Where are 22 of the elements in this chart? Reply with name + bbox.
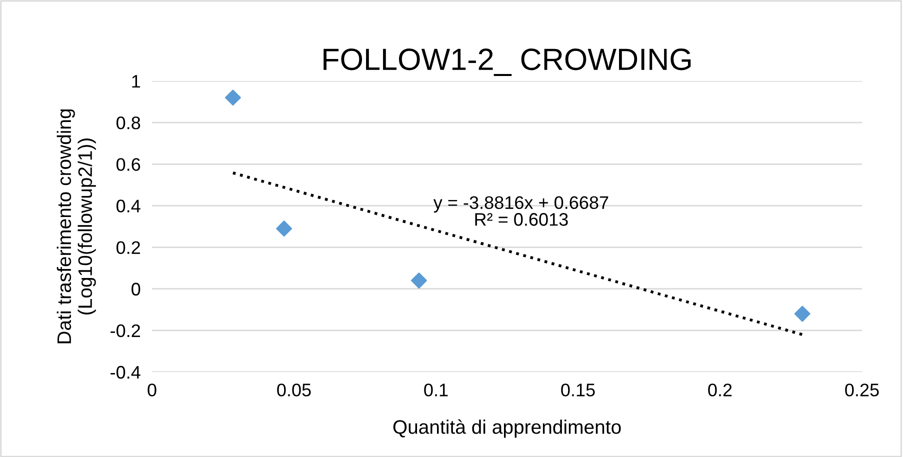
y-axis-title: Dati trasferimento crowding (Log10(followup2/1)) [56,109,96,344]
y-tick-label: 1 [132,75,140,88]
x-tick-label: 0.05 [277,384,311,396]
y-tick-label: 0.4 [116,200,140,212]
x-tick-label: 0.25 [845,384,879,396]
x-tick-label: 0.15 [561,384,595,396]
y-tick-label: 0 [132,282,140,296]
x-tick-label: 0.1 [424,384,448,396]
y-tick-label: 0.6 [116,158,140,171]
y-tick-label: -0.2 [110,324,140,338]
point [410,272,427,289]
point [276,220,292,237]
x-tick-label: 0.2 [708,384,732,396]
y-tick-label: 0.8 [116,116,140,130]
point [794,306,810,322]
y-tick-label: -0.4 [110,366,140,379]
x-axis-title: Quantità di apprendimento [393,419,621,438]
point [224,90,241,106]
x-tick-label: 0 [148,384,156,396]
annotation: y = -3.8816x + 0.6687 R² = 0.6013 [433,196,608,226]
y-tick-label: 0.2 [116,241,140,254]
chart-title: FOLLOW1-2_ CROWDING [324,48,691,76]
